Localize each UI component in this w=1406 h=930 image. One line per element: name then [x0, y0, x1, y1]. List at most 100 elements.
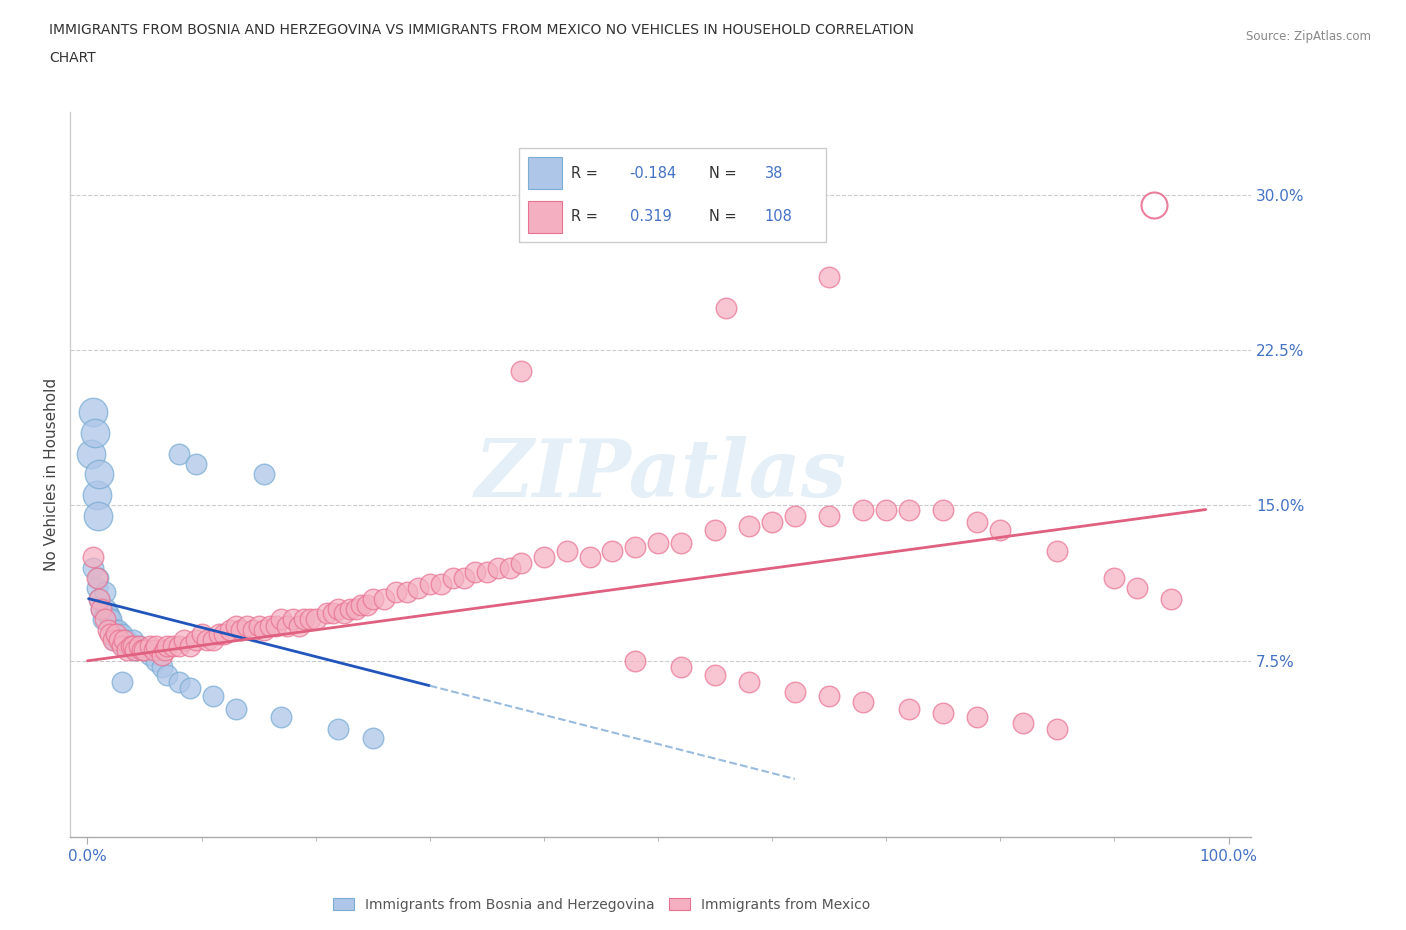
- Point: [242, 622, 264, 637]
- Point: [86, 581, 108, 596]
- Point: [98, 608, 121, 623]
- Point: [145, 654, 167, 669]
- Point: [253, 622, 276, 637]
- Point: [818, 688, 841, 703]
- Point: [287, 618, 309, 633]
- Text: CHART: CHART: [49, 51, 96, 65]
- Point: [122, 639, 145, 654]
- Point: [669, 536, 692, 551]
- Point: [225, 618, 247, 633]
- Point: [97, 622, 120, 637]
- Point: [139, 647, 162, 662]
- Point: [419, 577, 441, 591]
- Point: [112, 639, 135, 654]
- Point: [111, 632, 134, 647]
- Point: [966, 710, 988, 724]
- Point: [101, 632, 124, 647]
- Point: [219, 622, 242, 637]
- Point: [201, 688, 224, 703]
- Point: [84, 425, 107, 440]
- Point: [408, 581, 430, 596]
- Point: [932, 705, 955, 720]
- Point: [131, 643, 153, 658]
- Point: [86, 570, 108, 585]
- Point: [1143, 197, 1166, 212]
- Point: [236, 618, 259, 633]
- Point: [292, 612, 315, 627]
- Point: [498, 560, 520, 575]
- Point: [453, 570, 475, 585]
- Point: [356, 597, 378, 612]
- Point: [430, 577, 453, 591]
- Point: [150, 659, 173, 674]
- Point: [87, 467, 110, 482]
- Point: [361, 591, 384, 606]
- Point: [464, 565, 486, 579]
- Point: [350, 597, 373, 612]
- Point: [86, 509, 108, 524]
- Point: [86, 487, 108, 502]
- Point: [328, 602, 350, 617]
- Point: [298, 612, 321, 627]
- Point: [98, 612, 121, 627]
- Text: IMMIGRANTS FROM BOSNIA AND HERZEGOVINA VS IMMIGRANTS FROM MEXICO NO VEHICLES IN : IMMIGRANTS FROM BOSNIA AND HERZEGOVINA V…: [49, 23, 914, 37]
- Point: [124, 643, 146, 658]
- Point: [179, 639, 201, 654]
- Point: [93, 612, 115, 627]
- Point: [107, 622, 129, 637]
- Point: [87, 591, 110, 606]
- Point: [328, 722, 350, 737]
- Point: [322, 605, 344, 620]
- Point: [333, 605, 356, 620]
- Point: [184, 457, 207, 472]
- Point: [98, 627, 121, 642]
- Point: [142, 643, 165, 658]
- Point: [1160, 591, 1182, 606]
- Point: [1012, 715, 1035, 730]
- Point: [361, 730, 384, 745]
- Point: [1046, 722, 1069, 737]
- Point: [783, 684, 806, 699]
- Point: [87, 591, 110, 606]
- Point: [128, 639, 150, 654]
- Point: [704, 668, 727, 683]
- Point: [624, 539, 647, 554]
- Point: [647, 536, 669, 551]
- Point: [281, 612, 304, 627]
- Point: [761, 514, 783, 529]
- Point: [339, 602, 361, 617]
- Point: [669, 659, 692, 674]
- Point: [167, 446, 190, 461]
- Point: [173, 632, 195, 647]
- Point: [82, 560, 104, 575]
- Point: [270, 710, 292, 724]
- Point: [253, 467, 276, 482]
- Point: [93, 612, 115, 627]
- Point: [128, 639, 150, 654]
- Point: [104, 627, 127, 642]
- Point: [384, 585, 406, 600]
- Point: [231, 622, 253, 637]
- Point: [111, 639, 134, 654]
- Point: [373, 591, 395, 606]
- Point: [533, 550, 555, 565]
- Point: [1126, 581, 1149, 596]
- Point: [82, 550, 104, 565]
- Point: [111, 627, 134, 642]
- Point: [1104, 570, 1126, 585]
- Point: [225, 701, 247, 716]
- Point: [117, 643, 139, 658]
- Point: [86, 570, 108, 585]
- Point: [94, 602, 117, 617]
- Point: [510, 556, 533, 571]
- Point: [1046, 543, 1069, 558]
- Point: [208, 627, 231, 642]
- Point: [578, 550, 600, 565]
- Point: [120, 639, 142, 654]
- Point: [932, 502, 955, 517]
- Point: [201, 632, 224, 647]
- Point: [108, 632, 131, 647]
- Point: [738, 519, 761, 534]
- Point: [100, 612, 122, 627]
- Point: [80, 446, 103, 461]
